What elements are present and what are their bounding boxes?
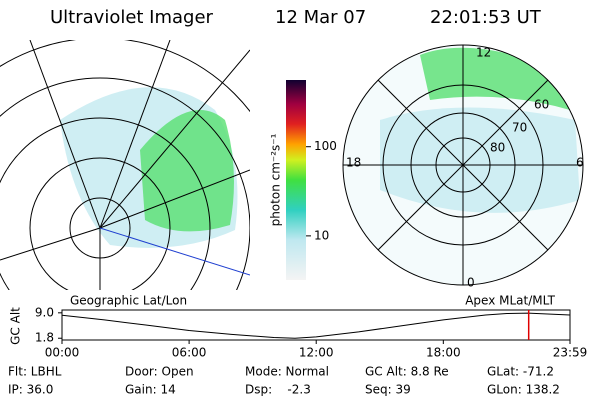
y-axis-label: GC Alt (9, 307, 23, 345)
x-tick-label: 23:59 (553, 346, 588, 360)
colorbar-label: photon cm⁻²s⁻¹ (269, 133, 283, 226)
date: 12 Mar 07 (275, 7, 366, 28)
status-field: Dsp: -2.3 (245, 383, 311, 397)
mlt-label: 0 (467, 276, 475, 290)
polar-map (342, 44, 584, 286)
status-field: Flt: LBHL (8, 365, 62, 379)
x-tick-label: 06:00 (172, 346, 207, 360)
mlat-label: 80 (490, 141, 505, 155)
status-field: Door: Open (125, 365, 194, 379)
colorbar-tick-label: 10 (314, 228, 329, 242)
plot-title: Geographic Lat/Lon (70, 294, 187, 308)
time: 22:01:53 UT (430, 7, 542, 28)
colorbar (286, 80, 306, 280)
mlt-label: 18 (346, 156, 361, 170)
status-field: IP: 36.0 (8, 383, 53, 397)
mlat-label: 60 (534, 98, 549, 112)
plot-title: Apex MLat/MLT (465, 294, 555, 308)
status-field: Gain: 14 (125, 383, 176, 397)
colorbar-tick-label: 100 (314, 139, 337, 153)
y-tick-label: 1.8 (35, 331, 54, 345)
geographic-map (0, 40, 250, 290)
status-field: GLon: 138.2 (487, 383, 560, 397)
altitude-line (61, 312, 571, 339)
x-tick-label: 18:00 (426, 346, 461, 360)
mlt-label: 12 (476, 46, 491, 60)
status-field: GC Alt: 8.8 Re (365, 365, 449, 379)
x-tick-label: 12:00 (299, 346, 334, 360)
status-field: Seq: 39 (365, 383, 411, 397)
y-tick-label: 9.0 (35, 305, 54, 319)
mlat-label: 70 (512, 121, 527, 135)
x-tick-label: 00:00 (45, 346, 80, 360)
title: Ultraviolet Imager (50, 7, 214, 28)
status-field: Mode: Normal (245, 365, 329, 379)
mlt-label: 6 (576, 156, 584, 170)
status-field: GLat: -71.2 (487, 365, 554, 379)
